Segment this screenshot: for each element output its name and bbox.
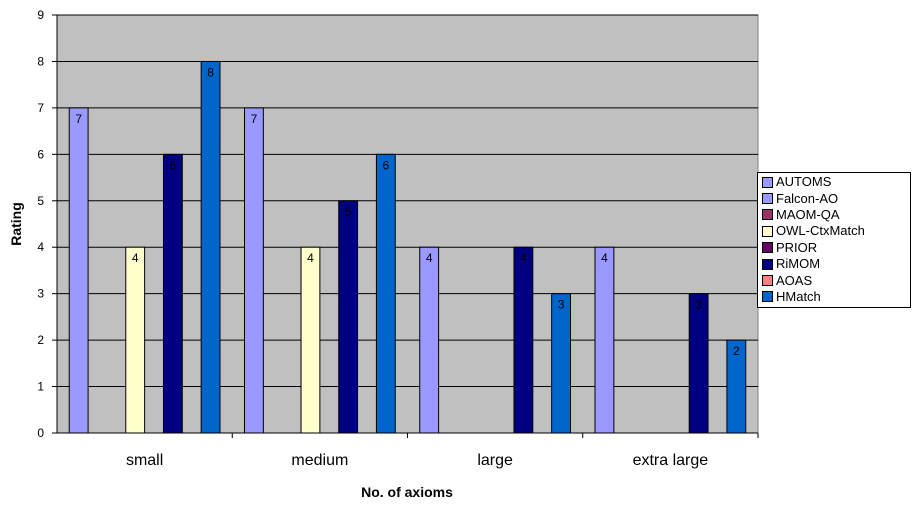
legend-swatch bbox=[762, 258, 773, 270]
y-tick-label: 8 bbox=[37, 54, 44, 68]
bar-value-label: 6 bbox=[170, 158, 177, 172]
bar bbox=[243, 107, 264, 434]
bar bbox=[162, 153, 183, 434]
bar bbox=[300, 246, 321, 434]
legend-label: PRIOR bbox=[776, 239, 818, 255]
bar-value-label: 6 bbox=[382, 158, 389, 172]
legend-item: AOAS bbox=[758, 272, 910, 288]
bar bbox=[551, 293, 572, 434]
bar bbox=[513, 246, 534, 434]
bar-value-label: 7 bbox=[251, 112, 258, 126]
bar-value-label: 5 bbox=[345, 205, 352, 219]
legend-item: RiMOM bbox=[758, 256, 910, 272]
legend-item: MAOM-QA bbox=[758, 207, 910, 223]
bar-value-labels: 7 4 6 8 7 4 5 6 4 4 3 4 3 2 bbox=[75, 65, 740, 358]
bar-value-label: 4 bbox=[601, 251, 608, 265]
y-tick-label: 4 bbox=[37, 240, 44, 254]
bar bbox=[125, 246, 146, 434]
legend-swatch bbox=[762, 193, 773, 205]
y-tick-label: 1 bbox=[37, 380, 44, 394]
bar bbox=[200, 60, 221, 434]
legend-item: OWL-CtxMatch bbox=[758, 223, 910, 239]
legend-label: RiMOM bbox=[776, 256, 821, 272]
x-axis-label: No. of axioms bbox=[361, 484, 453, 500]
y-tick-label: 0 bbox=[37, 426, 44, 440]
legend-label: AOAS bbox=[776, 272, 813, 288]
y-tick-label: 3 bbox=[37, 287, 44, 301]
bar bbox=[338, 200, 359, 434]
legend-swatch bbox=[762, 291, 773, 303]
axes: 0 1 2 3 4 5 6 7 8 9 small medium large extra large bbox=[37, 8, 759, 469]
legend-item: PRIOR bbox=[758, 240, 910, 256]
legend-swatch bbox=[762, 176, 773, 188]
bar-value-label: 4 bbox=[307, 251, 314, 265]
bar-value-label: 4 bbox=[426, 251, 433, 265]
legend-swatch bbox=[762, 242, 773, 254]
bar bbox=[688, 293, 709, 434]
legend-label: HMatch bbox=[776, 288, 821, 304]
bar bbox=[68, 107, 89, 434]
legend-swatch bbox=[762, 275, 773, 287]
bar-value-label: 7 bbox=[75, 112, 82, 126]
legend-item: HMatch bbox=[758, 289, 910, 305]
x-tick-label: small bbox=[126, 452, 163, 469]
bar-value-label: 3 bbox=[695, 298, 702, 312]
bar-value-label: 4 bbox=[520, 251, 527, 265]
plot-area bbox=[56, 14, 759, 434]
legend-item: Falcon-AO bbox=[758, 190, 910, 206]
legend-label: OWL-CtxMatch bbox=[776, 223, 865, 239]
x-tick-label: medium bbox=[291, 452, 348, 469]
bar bbox=[594, 246, 615, 434]
y-tick-label: 7 bbox=[37, 101, 44, 115]
bar bbox=[375, 153, 396, 434]
legend: AUTOMS Falcon-AO MAOM-QA OWL-CtxMatch PRIOR R… bbox=[757, 172, 911, 309]
legend-label: AUTOMS bbox=[776, 174, 832, 190]
y-tick-label: 6 bbox=[37, 147, 44, 161]
legend-swatch bbox=[762, 225, 773, 237]
bar-value-label: 8 bbox=[207, 65, 214, 79]
legend-item: AUTOMS bbox=[758, 174, 910, 190]
bar-value-label: 3 bbox=[558, 298, 565, 312]
x-tick-label: extra large bbox=[633, 452, 709, 469]
legend-swatch bbox=[762, 209, 773, 221]
bar-value-label: 4 bbox=[132, 251, 139, 265]
x-tick-label: large bbox=[477, 452, 513, 469]
legend-label: MAOM-QA bbox=[776, 206, 840, 222]
bars bbox=[68, 60, 747, 434]
y-tick-label: 2 bbox=[37, 333, 44, 347]
bar bbox=[419, 246, 440, 434]
bar-value-label: 2 bbox=[733, 344, 740, 358]
legend-label: Falcon-AO bbox=[776, 190, 839, 206]
y-tick-label: 9 bbox=[37, 8, 44, 22]
y-axis-label: Rating bbox=[8, 202, 24, 246]
y-tick-label: 5 bbox=[37, 194, 44, 208]
